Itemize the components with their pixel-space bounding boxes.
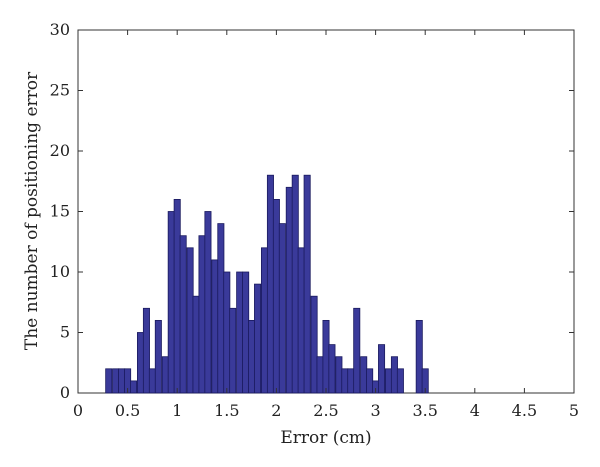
histogram-bar	[118, 368, 126, 394]
histogram-bar	[347, 368, 355, 394]
y-tick-label: 5	[60, 323, 70, 342]
histogram-bar	[316, 356, 324, 394]
histogram-bar	[173, 198, 181, 394]
histogram-bar	[353, 307, 361, 394]
histogram-bar	[328, 344, 336, 394]
histogram-bar	[260, 247, 268, 394]
x-tick-label: 2	[271, 401, 281, 420]
x-tick-label: 4.5	[512, 401, 537, 420]
histogram-bar	[211, 259, 219, 394]
y-tick-label: 25	[50, 81, 70, 100]
histogram-bar	[192, 295, 200, 394]
histogram-bar	[204, 211, 212, 394]
histogram-bar	[415, 319, 423, 394]
histogram-bar	[112, 368, 120, 394]
histogram-bar	[179, 235, 187, 394]
histogram-bar	[378, 344, 386, 394]
histogram-bar	[335, 356, 343, 394]
bars-group	[105, 174, 429, 394]
histogram-bar	[248, 319, 256, 394]
x-tick-label: 2.5	[313, 401, 338, 420]
histogram-bar	[105, 368, 113, 394]
histogram-bar	[310, 295, 318, 394]
histogram-bar	[396, 368, 404, 394]
histogram-bar	[217, 223, 225, 394]
y-tick-label: 10	[50, 262, 70, 281]
histogram-bar	[266, 174, 274, 394]
x-tick-label: 0	[73, 401, 83, 420]
histogram-bar	[186, 247, 194, 394]
y-tick-label: 0	[60, 383, 70, 402]
histogram-bar	[366, 368, 374, 394]
y-tick-label: 15	[50, 202, 70, 221]
histogram-bar	[148, 368, 156, 394]
x-axis-ticks: 0 0.5 1 1.5 2 2.5 3 3.5 4 4.5 5	[73, 30, 579, 420]
histogram-bar	[278, 223, 286, 394]
histogram-bar	[291, 174, 299, 394]
histogram-bar	[167, 211, 175, 394]
histogram-bar	[303, 174, 311, 394]
histogram-bar	[229, 307, 237, 394]
histogram-bar	[322, 319, 330, 394]
x-tick-label: 3.5	[412, 401, 437, 420]
histogram-bar	[142, 307, 150, 394]
histogram-bar	[360, 356, 368, 394]
x-tick-label: 1.5	[214, 401, 239, 420]
histogram-bar	[130, 380, 138, 394]
histogram-bar	[154, 319, 162, 394]
x-axis-label: Error (cm)	[280, 428, 371, 448]
x-tick-label: 1	[172, 401, 182, 420]
histogram-bar	[242, 271, 250, 394]
histogram-bar	[161, 356, 169, 394]
histogram-bar	[297, 247, 305, 394]
histogram-bar	[223, 271, 231, 394]
x-tick-label: 5	[569, 401, 579, 420]
histogram-bar	[341, 368, 349, 394]
histogram-bar	[390, 356, 398, 394]
y-tick-label: 20	[50, 141, 70, 160]
x-tick-label: 0.5	[115, 401, 140, 420]
histogram-bar	[272, 198, 280, 394]
histogram-bar	[254, 283, 262, 394]
x-tick-label: 4	[470, 401, 480, 420]
histogram-bar	[236, 271, 244, 394]
y-tick-label: 30	[50, 20, 70, 39]
y-axis-ticks: 0 5 10 15 20 25 30	[50, 20, 574, 402]
histogram-bar	[384, 368, 392, 394]
histogram-bar	[136, 332, 144, 394]
histogram-bar	[198, 235, 206, 394]
histogram-bar	[285, 186, 293, 394]
x-tick-label: 3	[371, 401, 381, 420]
y-axis-label: The number of positioning error	[22, 71, 42, 350]
